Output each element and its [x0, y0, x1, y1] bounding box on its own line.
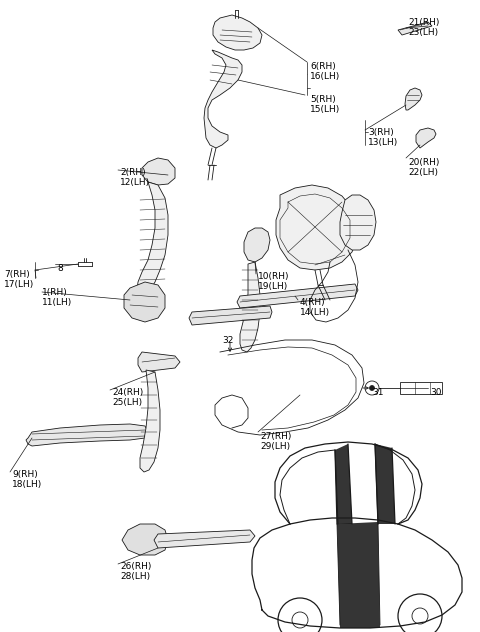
Text: 32: 32: [222, 336, 234, 345]
Text: 6(RH)
16(LH): 6(RH) 16(LH): [310, 62, 340, 82]
Text: 24(RH)
25(LH): 24(RH) 25(LH): [112, 388, 143, 408]
Polygon shape: [204, 50, 242, 148]
Polygon shape: [416, 128, 436, 148]
Polygon shape: [398, 22, 432, 35]
Circle shape: [370, 386, 374, 391]
Polygon shape: [405, 88, 422, 110]
Text: 10(RH)
19(LH): 10(RH) 19(LH): [258, 272, 289, 291]
Text: 31: 31: [372, 388, 384, 397]
Polygon shape: [124, 282, 165, 322]
Polygon shape: [276, 185, 358, 270]
Polygon shape: [142, 158, 175, 185]
Text: 27(RH)
29(LH): 27(RH) 29(LH): [260, 432, 291, 451]
Polygon shape: [244, 228, 270, 262]
Polygon shape: [335, 444, 352, 524]
Polygon shape: [154, 530, 255, 548]
Text: 2(RH)
12(LH): 2(RH) 12(LH): [120, 168, 150, 188]
Text: 3(RH)
13(LH): 3(RH) 13(LH): [368, 128, 398, 147]
Text: 4(RH)
14(LH): 4(RH) 14(LH): [300, 298, 330, 317]
Text: 20(RH)
22(LH): 20(RH) 22(LH): [408, 158, 439, 178]
Polygon shape: [340, 195, 376, 250]
FancyBboxPatch shape: [400, 382, 442, 394]
Text: 8: 8: [57, 264, 63, 273]
Polygon shape: [213, 15, 262, 50]
Text: 21(RH)
23(LH): 21(RH) 23(LH): [408, 18, 439, 37]
Polygon shape: [137, 182, 168, 295]
Text: 9(RH)
18(LH): 9(RH) 18(LH): [12, 470, 42, 489]
Polygon shape: [237, 284, 358, 308]
Text: 1(RH)
11(LH): 1(RH) 11(LH): [42, 288, 72, 307]
Polygon shape: [140, 370, 160, 472]
Polygon shape: [240, 262, 260, 352]
Text: 26(RH)
28(LH): 26(RH) 28(LH): [120, 562, 151, 581]
Text: 5(RH)
15(LH): 5(RH) 15(LH): [310, 95, 340, 114]
Polygon shape: [337, 522, 380, 628]
Polygon shape: [189, 306, 272, 325]
Text: 30: 30: [430, 388, 442, 397]
Polygon shape: [26, 424, 148, 446]
Polygon shape: [375, 444, 395, 524]
Polygon shape: [122, 524, 168, 555]
Polygon shape: [138, 352, 180, 372]
Text: 7(RH)
17(LH): 7(RH) 17(LH): [4, 270, 34, 289]
